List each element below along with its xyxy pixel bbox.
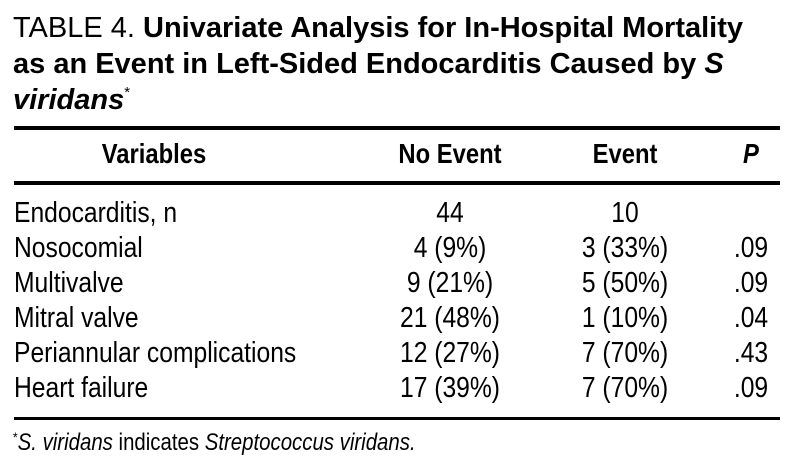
cell-no-event: 17 (39%) — [399, 372, 501, 404]
cell-event: 1 (10%) — [581, 302, 669, 334]
footnote-marker: * — [13, 429, 18, 445]
header-variables: Variables — [101, 138, 207, 169]
table-row: Heart failure 17 (39%) 7 (70%) .09 — [0, 371, 792, 406]
organism-abbrev: S — [704, 48, 724, 80]
cell-event: 5 (50%) — [581, 267, 669, 299]
header-event: Event — [592, 138, 658, 169]
cell-p-value: .09 — [733, 232, 769, 264]
table-title: TABLE 4. Univariate Analysis for In-Hosp… — [13, 10, 788, 123]
table-row: Nosocomial 4 (9%) 3 (33%) .09 — [0, 231, 792, 266]
table-row: Mitral valve 21 (48%) 1 (10%) .04 — [0, 301, 792, 336]
cell-no-event: 12 (27%) — [399, 337, 501, 369]
cell-event: 3 (33%) — [581, 232, 669, 264]
cell-p-value: .09 — [733, 372, 769, 404]
footnote-organism-full: Streptococcus viridans. — [204, 429, 416, 456]
header-divider-rule — [14, 181, 780, 185]
table-footnote: *S. viridans indicates Streptococcus vir… — [13, 428, 487, 460]
title-line-2: as an Event in Left-Sided Endocarditis C… — [13, 48, 724, 80]
table-number-label: TABLE 4. — [13, 12, 135, 44]
cell-event: 7 (70%) — [581, 372, 669, 404]
cell-no-event: 44 — [436, 197, 464, 229]
table-row: Periannular complications 12 (27%) 7 (70… — [0, 336, 792, 371]
cell-p-value: .43 — [733, 337, 769, 369]
cell-variable: Mitral valve — [14, 302, 139, 334]
footnote-text: *S. viridans indicates Streptococcus vir… — [13, 429, 416, 456]
cell-variable: Heart failure — [14, 372, 149, 404]
header-no-event: No Event — [398, 138, 502, 169]
cell-variable: Nosocomial — [14, 232, 143, 264]
table-row: Multivalve 9 (21%) 5 (50%) .09 — [0, 266, 792, 301]
title-line-1: TABLE 4. Univariate Analysis for In-Hosp… — [13, 10, 788, 46]
header-p-value: P — [743, 138, 759, 169]
cell-p-value: .04 — [733, 302, 769, 334]
organism-name: viridans — [13, 84, 125, 116]
cell-no-event: 9 (21%) — [406, 267, 494, 299]
footnote-organism-abbrev: S. viridans — [17, 429, 113, 456]
table-bottom-rule — [14, 417, 780, 420]
table-top-rule — [14, 126, 780, 130]
cell-variable: Multivalve — [14, 267, 124, 299]
cell-no-event: 4 (9%) — [413, 232, 487, 264]
footnote-marker-sup: * — [124, 84, 131, 101]
table-header-row: Variables No Event Event P — [0, 138, 792, 170]
cell-event: 7 (70%) — [581, 337, 669, 369]
table-row: Endocarditis, n 44 10 — [0, 196, 792, 231]
title-text-bold: Univariate Analysis for In-Hospital Mort… — [134, 12, 744, 44]
cell-variable: Periannular complications — [14, 337, 297, 369]
cell-p-value: .09 — [733, 267, 769, 299]
cell-variable: Endocarditis, n — [14, 197, 178, 229]
title-line-3: viridans* — [13, 82, 788, 123]
cell-event: 10 — [611, 197, 639, 229]
cell-no-event: 21 (48%) — [399, 302, 501, 334]
